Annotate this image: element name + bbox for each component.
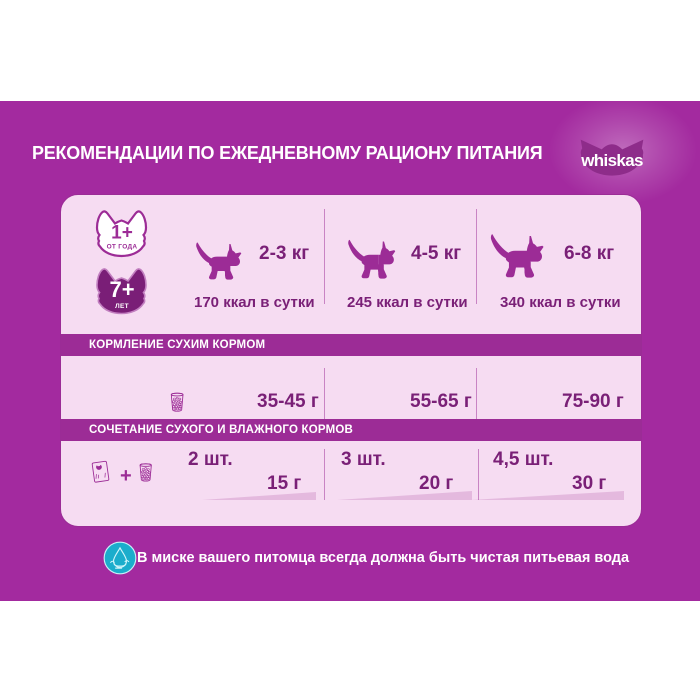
- svg-text:1+: 1+: [111, 223, 133, 244]
- svg-text:7+: 7+: [109, 277, 134, 302]
- svg-text:ЛЕТ: ЛЕТ: [115, 303, 129, 310]
- svg-text:ОТ ГОДА: ОТ ГОДА: [107, 244, 138, 251]
- svg-text:whiskas: whiskas: [580, 151, 643, 170]
